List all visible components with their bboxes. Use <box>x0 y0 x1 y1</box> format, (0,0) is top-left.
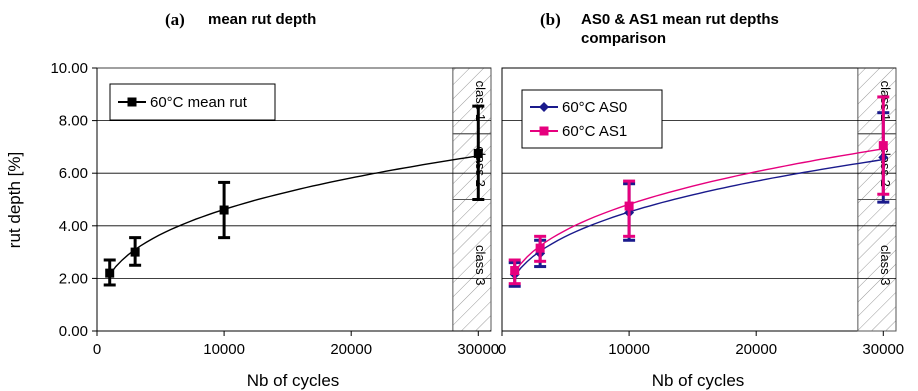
legend-label-0-a: 60°C mean rut <box>150 94 248 111</box>
class-band-label-1-a: class 1 <box>473 81 488 121</box>
panel-b-title-line2: comparison <box>581 30 666 47</box>
series-line-1-b <box>514 148 884 273</box>
x-tick-label-2-b: 20000 <box>735 341 777 358</box>
class-band-label-2-b: class 2 <box>878 146 893 186</box>
y-ticks-a: 0.00 2.00 4.00 6.00 8.00 10.00 <box>50 60 97 340</box>
legend-marker-1-b <box>539 126 549 136</box>
x-tick-label-1-a: 10000 <box>203 341 245 358</box>
panel-a-title: mean rut depth <box>208 11 316 28</box>
class-band-1-b <box>857 67 897 135</box>
x-ticks-b: 0 10000 20000 30000 <box>498 331 904 358</box>
series-group-b <box>508 95 890 288</box>
class-band-label-3-b: class 3 <box>878 245 893 285</box>
data-point-0-0-a <box>105 268 115 278</box>
class-band-2-a <box>452 133 492 200</box>
y-tick-label-4: 8.00 <box>59 113 88 130</box>
x-tick-label-2-a: 20000 <box>330 341 372 358</box>
x-tick-label-0-b: 0 <box>498 341 506 358</box>
x-tick-label-1-b: 10000 <box>608 341 650 358</box>
x-ticks-a: 0 10000 20000 30000 <box>93 331 499 358</box>
class-band-3-b <box>857 199 897 332</box>
data-point-1-0-b <box>510 266 520 276</box>
legend-label-0-b: 60°C AS0 <box>562 99 627 116</box>
class-band-label-3-a: class 3 <box>473 245 488 285</box>
class-bands-b: class 1 class 2 class 3 <box>857 67 897 332</box>
panel-a-letter: (a) <box>165 10 185 29</box>
class-band-2-b <box>857 133 897 200</box>
x-tick-label-3-a: 30000 <box>457 341 499 358</box>
panel-b-title: AS0 & AS1 mean rut depths <box>581 11 779 28</box>
legend-a: 60°C mean rut <box>109 83 276 121</box>
legend-box-b <box>521 89 663 149</box>
y-tick-label-0: 0.00 <box>59 323 88 340</box>
class-band-1-a <box>452 67 492 135</box>
y-tick-label-1: 2.00 <box>59 270 88 287</box>
series-group-a <box>103 104 485 287</box>
data-point-0-1-a <box>130 247 140 257</box>
data-point-1-3-b <box>878 141 888 151</box>
y-tick-label-5: 10.00 <box>50 60 88 77</box>
legend-label-1-b: 60°C AS1 <box>562 123 627 140</box>
x-tick-label-3-b: 30000 <box>862 341 904 358</box>
panel-b-letter: (b) <box>540 10 561 29</box>
data-point-1-1-b <box>535 243 545 253</box>
legend-b: 60°C AS0 60°C AS1 <box>521 89 663 149</box>
x-tick-label-0-a: 0 <box>93 341 101 358</box>
y-axis-label: rut depth [%] <box>5 152 24 248</box>
x-axis-label-b: Nb of cycles <box>652 371 745 390</box>
data-point-1-2-b <box>624 201 634 211</box>
data-point-0-2-a <box>219 205 229 215</box>
panel-b-plot: class 1 class 2 class 3 0 10000 20000 30000 6… <box>498 67 904 358</box>
legend-marker-0-b <box>539 102 549 112</box>
gridlines-a <box>97 67 491 279</box>
series-line-0-a <box>109 155 479 275</box>
series-line-0-b <box>514 158 884 277</box>
y-tick-label-2: 4.00 <box>59 218 88 235</box>
x-axis-label-a: Nb of cycles <box>247 371 340 390</box>
legend-marker-0-a <box>127 97 137 107</box>
class-band-label-1-b: class 1 <box>878 81 893 121</box>
y-tick-label-3: 6.00 <box>59 165 88 182</box>
data-point-0-3-a <box>473 148 483 158</box>
